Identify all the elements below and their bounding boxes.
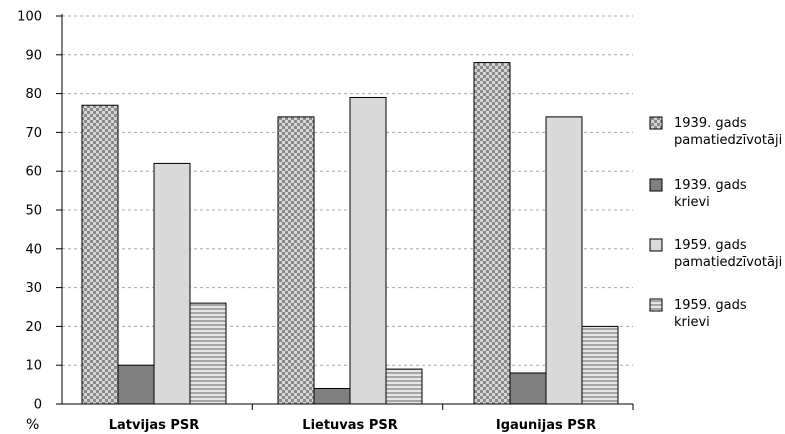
gridlines [62,15,633,366]
y-tick-label: 20 [25,320,42,335]
legend-swatch [649,238,663,252]
y-tick-label: 70 [25,126,42,141]
legend-label-line: pamatiedzīvotāji [674,133,782,148]
x-category-label: Lietuvas PSR [302,418,397,433]
y-tick-label: 50 [25,204,42,219]
x-category-label: Igaunijas PSR [496,418,596,433]
bars [81,62,619,405]
legend: 1939. gads pamatiedzīvotāji 1939. gads krie… [649,116,782,330]
x-category-label: Latvijas PSR [109,418,200,433]
bar-3-1 [153,162,191,405]
legend-label-line: 1939. gads [674,116,747,131]
legend-swatch [649,178,663,192]
legend-label-line: 1959. gads [674,238,747,253]
bar-1-3 [473,62,511,405]
bar-2-1 [117,364,155,405]
y-tick-label: 10 [25,359,42,374]
bar-2-3 [509,372,547,405]
y-axis-unit-label: % [26,417,39,433]
legend-label-line: 1959. gads [674,298,747,313]
y-tick-label: 90 [25,48,42,63]
legend-label-line: 1939. gads [674,178,747,193]
legend-swatch [649,298,663,312]
legend-label-line: krievi [674,315,710,330]
legend-label: 1959. gads krievi [674,298,747,330]
legend-label: 1939. gads pamatiedzīvotāji [674,116,782,148]
bar-2-2 [313,387,351,405]
legend-label-line: krievi [674,195,710,210]
y-tick-label: 0 [34,398,42,413]
y-axis-ticks: 0 10 20 30 40 50 60 70 80 90 100 [17,10,62,413]
bar-4-3 [581,325,619,405]
bar-1-2 [277,116,315,405]
bar-4-2 [385,368,423,405]
y-tick-label: 100 [17,10,42,25]
y-tick-label: 30 [25,281,42,296]
legend-label-line: pamatiedzīvotāji [674,255,782,270]
bar-4-1 [189,302,227,405]
bar-3-2 [349,96,387,405]
legend-label: 1939. gads krievi [674,178,747,210]
x-axis-labels: Latvijas PSR Lietuvas PSR Igaunijas PSR [109,404,634,433]
legend-label: 1959. gads pamatiedzīvotāji [674,238,782,270]
bar-1-1 [81,104,119,405]
legend-swatch [649,116,663,130]
y-tick-label: 60 [25,165,42,180]
y-tick-label: 80 [25,87,42,102]
bar-3-3 [545,116,583,405]
y-tick-label: 40 [25,242,42,257]
